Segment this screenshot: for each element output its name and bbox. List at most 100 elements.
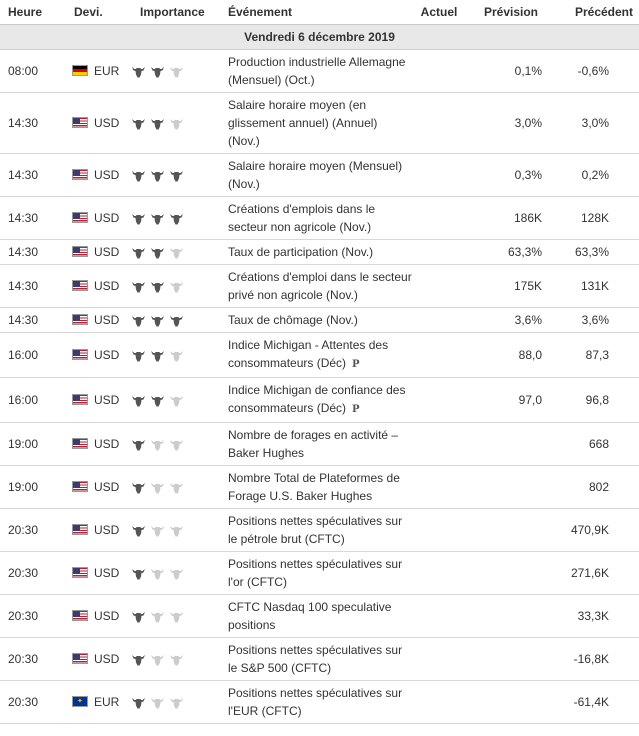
event-name[interactable]: Indice Michigan de confiance des consomm… [228, 383, 406, 415]
bull-icon-inactive [170, 247, 183, 259]
event-row[interactable]: 08:00 EUR Production industrielle Allemagn… [0, 49, 639, 93]
event-name-cell[interactable]: Taux de participation (Nov.) [220, 239, 414, 265]
event-forecast: 63,3% [464, 239, 544, 265]
event-actual [414, 508, 464, 552]
event-row[interactable]: 14:30 USD Créations d'emplois dans le sect… [0, 196, 639, 240]
bull-icon-active [132, 66, 145, 78]
event-currency-cell: USD [66, 239, 132, 265]
event-name-cell[interactable]: Production industrielle Allemagne (Mensu… [220, 49, 414, 93]
currency-code: USD [94, 480, 120, 494]
event-name-cell[interactable]: Positions nettes spéculatives sur l'EUR … [220, 680, 414, 724]
event-actual [414, 680, 464, 724]
event-forecast: 0,3% [464, 153, 544, 197]
col-header-actual[interactable]: Actuel [414, 0, 464, 25]
event-previous: 96,8 [544, 377, 639, 423]
event-name-cell[interactable]: Salaire horaire moyen (en glissement ann… [220, 92, 414, 154]
event-name[interactable]: Production industrielle Allemagne (Mensu… [228, 55, 406, 87]
importance-cell [132, 465, 220, 509]
event-currency-cell: USD [66, 377, 132, 423]
event-actual [414, 153, 464, 197]
bull-icon-inactive [151, 654, 164, 666]
event-row[interactable]: 20:30 USD Positions nettes spéculatives su… [0, 551, 639, 595]
importance-cell [132, 332, 220, 378]
bull-icon-inactive [170, 568, 183, 580]
event-name[interactable]: Salaire horaire moyen (en glissement ann… [228, 98, 378, 148]
event-name[interactable]: Taux de participation (Nov.) [228, 245, 374, 259]
event-previous: 668 [544, 422, 639, 466]
event-name-cell[interactable]: Salaire horaire moyen (Mensuel) (Nov.) [220, 153, 414, 197]
bull-icon-active [151, 247, 164, 259]
event-row[interactable]: 19:00 USD Nombre de forages en activité – … [0, 422, 639, 466]
event-name-cell[interactable]: Nombre Total de Plateformes de Forage U.… [220, 465, 414, 509]
event-name[interactable]: CFTC Nasdaq 100 speculative positions [228, 600, 392, 632]
event-name[interactable]: Positions nettes spéculatives sur le S&P… [228, 643, 403, 675]
bull-icon-active [132, 654, 145, 666]
event-row[interactable]: 20:30 EUR Positions nettes spéculatives su… [0, 680, 639, 724]
event-name-cell[interactable]: Indice Michigan - Attentes des consommat… [220, 332, 414, 378]
event-row[interactable]: 14:30 USD Taux de participation (Nov.) 63,3… [0, 239, 639, 265]
event-time: 20:30 [0, 594, 66, 638]
event-name[interactable]: Créations d'emploi dans le secteur privé… [228, 270, 412, 302]
event-row[interactable]: 20:30 USD CFTC Nasdaq 100 speculative posi… [0, 594, 639, 638]
bull-icon-inactive [151, 611, 164, 623]
event-name-cell[interactable]: Positions nettes spéculatives sur l'or (… [220, 551, 414, 595]
event-name[interactable]: Nombre de forages en activité – Baker Hu… [228, 428, 399, 460]
flag-us-icon [72, 349, 88, 360]
event-name-cell[interactable]: Positions nettes spéculatives sur le S&P… [220, 637, 414, 681]
importance-cell [132, 307, 220, 333]
event-name-cell[interactable]: Indice Michigan de confiance des consomm… [220, 377, 414, 423]
col-header-time[interactable]: Heure [0, 0, 66, 25]
event-row[interactable]: 14:30 USD Taux de chômage (Nov.) 3,6% 3,6% [0, 307, 639, 333]
event-name-cell[interactable]: CFTC Nasdaq 100 speculative positions [220, 594, 414, 638]
bull-icon-inactive [151, 697, 164, 709]
flag-us-icon [72, 212, 88, 223]
event-name-cell[interactable]: Positions nettes spéculatives sur le pét… [220, 508, 414, 552]
event-previous: 0,2% [544, 153, 639, 197]
event-time: 14:30 [0, 264, 66, 308]
event-name-cell[interactable]: Taux de chômage (Nov.) [220, 307, 414, 333]
event-row[interactable]: 20:30 USD Positions nettes spéculatives su… [0, 637, 639, 681]
event-forecast [464, 508, 544, 552]
event-actual [414, 465, 464, 509]
bull-icon-active [132, 482, 145, 494]
event-forecast: 97,0 [464, 377, 544, 423]
col-header-previous[interactable]: Précédent [544, 0, 639, 25]
event-name-cell[interactable]: Nombre de forages en activité – Baker Hu… [220, 422, 414, 466]
col-header-event[interactable]: Événement [220, 0, 414, 25]
event-name[interactable]: Positions nettes spéculatives sur l'EUR … [228, 686, 403, 718]
event-name[interactable]: Créations d'emplois dans le secteur non … [228, 202, 376, 234]
event-row[interactable]: 20:30 USD Positions nettes spéculatives su… [0, 508, 639, 552]
event-name[interactable]: Indice Michigan - Attentes des consommat… [228, 338, 389, 370]
event-previous: 802 [544, 465, 639, 509]
event-name[interactable]: Taux de chômage (Nov.) [228, 313, 358, 327]
event-previous: -16,8K [544, 637, 639, 681]
event-forecast [464, 465, 544, 509]
event-forecast: 88,0 [464, 332, 544, 378]
event-name-cell[interactable]: Créations d'emploi dans le secteur privé… [220, 264, 414, 308]
event-time: 20:30 [0, 508, 66, 552]
event-name[interactable]: Nombre Total de Plateformes de Forage U.… [228, 471, 400, 503]
event-row[interactable]: 14:30 USD Créations d'emploi dans le secte… [0, 264, 639, 308]
event-time: 16:00 [0, 332, 66, 378]
event-row[interactable]: 16:00 USD Indice Michigan - Attentes des c… [0, 332, 639, 378]
event-row[interactable]: 16:00 USD Indice Michigan de confiance des… [0, 377, 639, 423]
bull-icon-active [151, 66, 164, 78]
bull-icon-active [132, 281, 145, 293]
event-actual [414, 377, 464, 423]
event-actual [414, 49, 464, 93]
event-name[interactable]: Positions nettes spéculatives sur l'or (… [228, 557, 403, 589]
col-header-forecast[interactable]: Prévision [464, 0, 544, 25]
event-name-cell[interactable]: Créations d'emplois dans le secteur non … [220, 196, 414, 240]
col-header-currency[interactable]: Devi. [66, 0, 132, 25]
flag-eu-icon [72, 696, 88, 707]
event-row[interactable]: 19:00 USD Nombre Total de Plateformes de F… [0, 465, 639, 509]
col-header-importance[interactable]: Importance [132, 0, 220, 25]
bull-icon-active [132, 213, 145, 225]
event-row[interactable]: 14:30 USD Salaire horaire moyen (Mensuel) … [0, 153, 639, 197]
event-row[interactable]: 14:30 USD Salaire horaire moyen (en glisse… [0, 92, 639, 154]
event-name[interactable]: Positions nettes spéculatives sur le pét… [228, 514, 403, 546]
importance-cell [132, 153, 220, 197]
event-currency-cell: EUR [66, 680, 132, 724]
event-time: 16:00 [0, 377, 66, 423]
event-name[interactable]: Salaire horaire moyen (Mensuel) (Nov.) [228, 159, 403, 191]
